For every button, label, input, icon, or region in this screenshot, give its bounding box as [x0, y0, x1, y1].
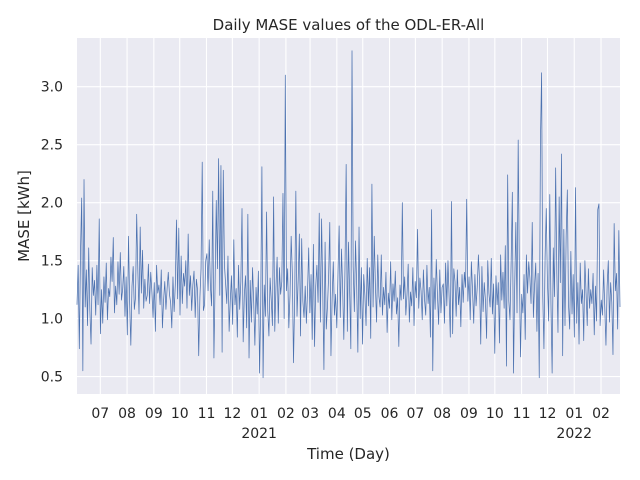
x-tick-label: 08	[433, 406, 451, 422]
y-tick-label: 1.0	[41, 312, 63, 328]
x-tick-label: 12	[223, 406, 241, 422]
y-tick-labels: 0.5 1.0 1.5 2.0 2.5 3.0	[41, 80, 63, 386]
x-tick-label: 07	[91, 406, 109, 422]
y-tick-label: 1.5	[41, 254, 63, 270]
x-axis-title: Time (Day)	[306, 445, 390, 463]
x-tick-label: 12	[539, 406, 557, 422]
x-tick-label: 09	[145, 406, 163, 422]
x-tick-label: 07	[406, 406, 424, 422]
y-axis-title: MASE [kWh]	[15, 170, 33, 262]
x-tick-year-label: 2022	[556, 426, 592, 442]
x-tick-label: 02	[592, 406, 610, 422]
x-tick-label: 08	[118, 406, 136, 422]
y-tick-label: 2.0	[41, 196, 63, 212]
plot-area	[77, 38, 620, 394]
y-tick-label: 0.5	[41, 370, 63, 386]
x-tick-label: 03	[301, 406, 319, 422]
x-tick-label: 06	[381, 406, 399, 422]
x-tick-label: 10	[171, 406, 189, 422]
x-tick-year-label: 2021	[241, 426, 277, 442]
y-tick-label: 2.5	[41, 138, 63, 154]
x-tick-label: 02	[277, 406, 295, 422]
x-tick-label: 10	[486, 406, 504, 422]
x-tick-label: 11	[513, 406, 531, 422]
chart-title: Daily MASE values of the ODL-ER-All	[213, 16, 485, 34]
series-line	[76, 50, 621, 379]
y-tick-label: 3.0	[41, 80, 63, 96]
x-tick-label: 05	[354, 406, 372, 422]
x-tick-label: 09	[460, 406, 478, 422]
x-tick-label: 01	[250, 406, 268, 422]
x-tick-label: 11	[198, 406, 216, 422]
x-tick-label: 01	[565, 406, 583, 422]
series-layer	[76, 50, 621, 379]
x-tick-label: 04	[328, 406, 346, 422]
x-gridlines	[99, 38, 602, 394]
